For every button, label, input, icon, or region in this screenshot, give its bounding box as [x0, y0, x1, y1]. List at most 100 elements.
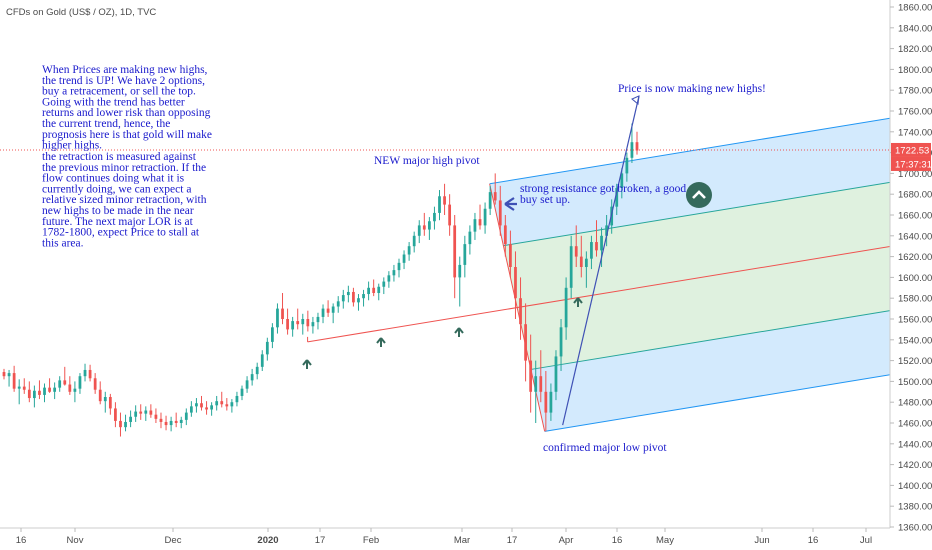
- candle-body: [276, 308, 279, 328]
- candle-body: [108, 397, 112, 409]
- candle-body: [503, 225, 507, 245]
- annotation-line: future. The next major LOR is at: [42, 216, 194, 228]
- candle-body: [43, 387, 46, 395]
- candle-body: [615, 187, 619, 207]
- candle-body: [240, 388, 244, 396]
- candle-body: [392, 270, 396, 276]
- resistance-label: strong resistance got broken, a good buy …: [520, 183, 686, 206]
- channel-lower-line: [544, 374, 891, 432]
- candle-body: [144, 410, 148, 414]
- candle-body: [83, 369, 87, 377]
- candle-body: [114, 408, 117, 421]
- candle-body: [17, 386, 21, 389]
- y-tick-label: 1400.00: [898, 481, 932, 492]
- candle-body: [68, 384, 72, 392]
- x-tick-label: 16: [16, 535, 27, 546]
- candle-body: [519, 298, 522, 325]
- candle-body: [250, 374, 254, 381]
- candle-body: [265, 341, 269, 355]
- candle-body: [7, 373, 11, 377]
- annotation-line: buy a retracement, or sell the top.: [42, 86, 196, 98]
- candle-body: [438, 196, 441, 213]
- candle-body: [189, 406, 193, 413]
- candle-body: [220, 401, 224, 405]
- y-tick-label: 1660.00: [898, 211, 932, 222]
- annotation-line: When Prices are making new highs,: [42, 64, 208, 76]
- new-highs-label: Price is now making new highs!: [618, 83, 766, 95]
- candle-body: [367, 287, 370, 295]
- candle-body: [569, 246, 573, 288]
- candle-body: [412, 235, 416, 247]
- x-tick-label: 16: [808, 535, 819, 546]
- annotation-line: the trend is UP! We have 2 options,: [42, 75, 205, 87]
- candle-body: [564, 287, 568, 328]
- x-tick-label: 17: [315, 535, 326, 546]
- candle-body: [402, 254, 406, 263]
- candle-body: [311, 322, 315, 327]
- candle-body: [372, 287, 376, 293]
- candle-body: [539, 376, 543, 392]
- candle-body: [230, 402, 234, 407]
- note-2: the retraction is measured against the pr…: [42, 151, 207, 249]
- candle-body: [529, 360, 533, 392]
- y-tick-label: 1580.00: [898, 294, 932, 305]
- y-tick-label: 1740.00: [898, 127, 932, 138]
- annotation-line: buy set up.: [520, 194, 570, 206]
- y-tick-label: 1460.00: [898, 419, 932, 430]
- chart-title: CFDs on Gold (US$ / OZ), 1D, TVC: [6, 7, 156, 18]
- candle-body: [53, 387, 57, 392]
- channel-middle-fill: [503, 182, 890, 370]
- candle-body: [458, 264, 462, 278]
- candle-body: [468, 231, 472, 245]
- candle-body: [473, 219, 477, 232]
- candle-body: [291, 321, 295, 330]
- candle-body: [509, 244, 512, 267]
- candle-body: [478, 219, 482, 226]
- x-tick-label: May: [656, 535, 674, 546]
- candle-body: [149, 410, 153, 415]
- x-tick-label: 17: [507, 535, 518, 546]
- annotation-line: returns and lower risk than opposing: [42, 107, 211, 119]
- overlays: [0, 95, 890, 426]
- candle-body: [595, 242, 598, 251]
- candle-body: [377, 286, 381, 293]
- candle-body: [600, 235, 603, 251]
- candle-body: [463, 244, 467, 265]
- candle-body: [534, 376, 538, 392]
- candle-body: [316, 316, 320, 323]
- x-tick-label: Nov: [67, 535, 84, 546]
- candle-body: [336, 301, 340, 307]
- candle-body: [260, 354, 264, 367]
- trend-arrow-head: [631, 95, 640, 105]
- countdown-label: 17:37:31: [895, 159, 932, 170]
- candle-body: [225, 404, 229, 407]
- x-tick-label: Jul: [860, 535, 872, 546]
- candle-body: [179, 419, 183, 423]
- candle-body: [326, 308, 330, 313]
- candle-body: [27, 389, 31, 399]
- candle-body: [154, 414, 158, 419]
- annotation-line: new highs to be made in the near: [42, 205, 194, 217]
- candle-body: [387, 275, 391, 282]
- candle-body: [58, 380, 62, 388]
- candle-body: [12, 373, 16, 389]
- candle-body: [544, 391, 548, 413]
- candle-body: [590, 242, 593, 259]
- x-tick-label: Apr: [559, 535, 574, 546]
- channel-inner-upper-line: [503, 181, 891, 247]
- candle-body: [93, 378, 97, 390]
- annotation-line: Going with the trend has better: [42, 96, 185, 108]
- y-tick-label: 1560.00: [898, 315, 932, 326]
- candle-body: [98, 389, 102, 402]
- left-arrow-icon: [504, 197, 517, 211]
- candle-body: [574, 246, 578, 257]
- candle-body: [630, 142, 634, 158]
- y-tick-label: 1760.00: [898, 107, 932, 118]
- candle-body: [33, 390, 36, 399]
- candle-body: [357, 298, 360, 303]
- y-tick-label: 1800.00: [898, 65, 932, 76]
- candle-body: [48, 387, 51, 392]
- chevron-up-badge-icon: [686, 182, 712, 208]
- up-arrow-icon: [573, 297, 583, 307]
